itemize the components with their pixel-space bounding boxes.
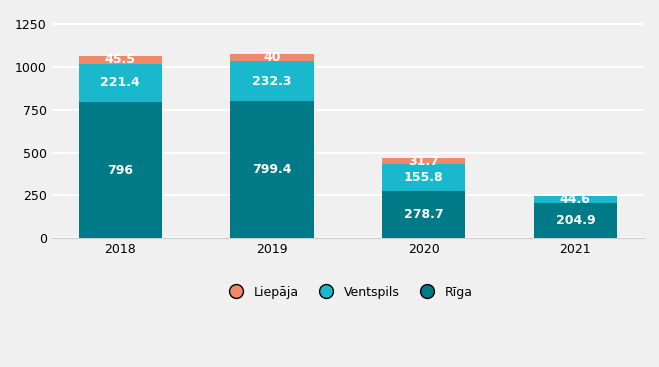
Bar — [231, 101, 314, 239]
Bar — [382, 158, 465, 164]
Text: 44.6: 44.6 — [560, 193, 591, 206]
Text: 221.4: 221.4 — [100, 76, 140, 89]
Bar — [78, 102, 162, 239]
Text: 204.9: 204.9 — [556, 214, 595, 227]
Legend: Liepāja, Ventspils, Rīga: Liepāja, Ventspils, Rīga — [218, 281, 477, 304]
Text: 31.7: 31.7 — [409, 155, 439, 168]
Text: 155.8: 155.8 — [404, 171, 444, 184]
Bar — [534, 196, 617, 203]
Text: 799.4: 799.4 — [252, 163, 292, 176]
Text: 40: 40 — [264, 51, 281, 64]
Bar — [534, 203, 617, 239]
Text: 278.7: 278.7 — [404, 208, 444, 221]
Text: 796: 796 — [107, 164, 133, 177]
Bar — [231, 61, 314, 101]
Bar — [382, 164, 465, 190]
Bar — [231, 54, 314, 61]
Text: 232.3: 232.3 — [252, 75, 292, 88]
Bar — [382, 190, 465, 239]
Bar — [78, 63, 162, 102]
Bar — [78, 56, 162, 63]
Text: 45.5: 45.5 — [105, 53, 136, 66]
